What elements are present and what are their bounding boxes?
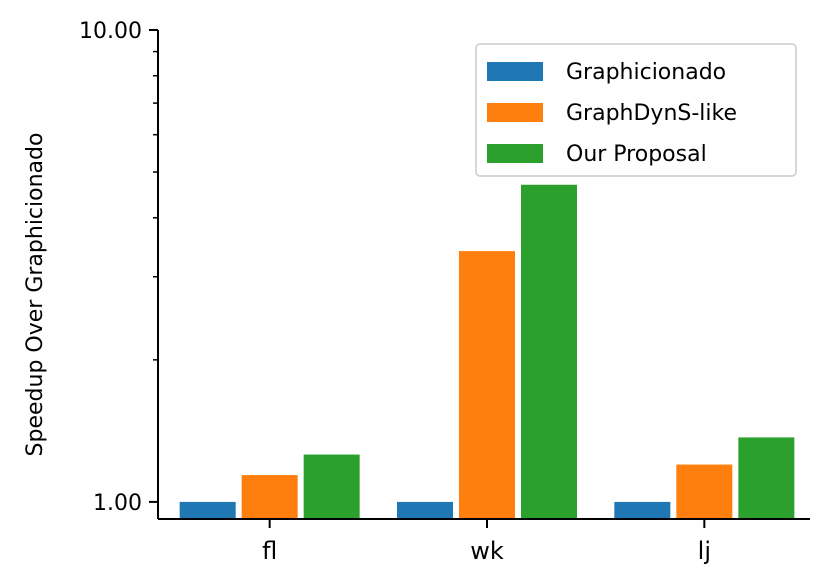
bar-lj-our-proposal: [738, 437, 795, 519]
bar-lj-graphicionado: [614, 501, 671, 519]
x-tick-label-fl: fl: [262, 537, 277, 565]
legend: Graphicionado GraphDynS-like Our Proposal: [475, 43, 797, 177]
axes-layer: [157, 30, 810, 520]
bar-wk-our-proposal: [521, 184, 577, 519]
y-ticks: 1.00 10.00: [79, 19, 158, 516]
legend-swatch-graphdyns-like: [487, 103, 543, 122]
legend-swatch-our-proposal: [487, 144, 543, 163]
y-axis-label: Speedup Over Graphicionado: [23, 133, 48, 457]
bar-lj-graphdyns-like: [676, 464, 733, 519]
bar-fl-graphicionado: [179, 501, 236, 519]
legend-label-graphicionado: Graphicionado: [566, 60, 726, 85]
x-tick-label-lj: lj: [698, 537, 711, 565]
y-tick-label: 10.00: [79, 19, 142, 44]
bar-wk-graphicionado: [397, 501, 453, 519]
legend-label-our-proposal: Our Proposal: [566, 142, 707, 167]
bar-wk-graphdyns-like: [459, 251, 515, 519]
legend-frame: [475, 43, 797, 177]
x-tick-label-wk: wk: [470, 537, 504, 565]
legend-swatch-graphicionado: [487, 62, 543, 81]
bars-layer: [179, 184, 795, 519]
x-ticks: fl wk lj: [262, 519, 711, 565]
bar-fl-our-proposal: [303, 454, 360, 519]
y-tick-label: 1.00: [93, 491, 142, 516]
legend-label-graphdyns-like: GraphDynS-like: [566, 101, 737, 126]
bar-fl-graphdyns-like: [241, 475, 298, 519]
